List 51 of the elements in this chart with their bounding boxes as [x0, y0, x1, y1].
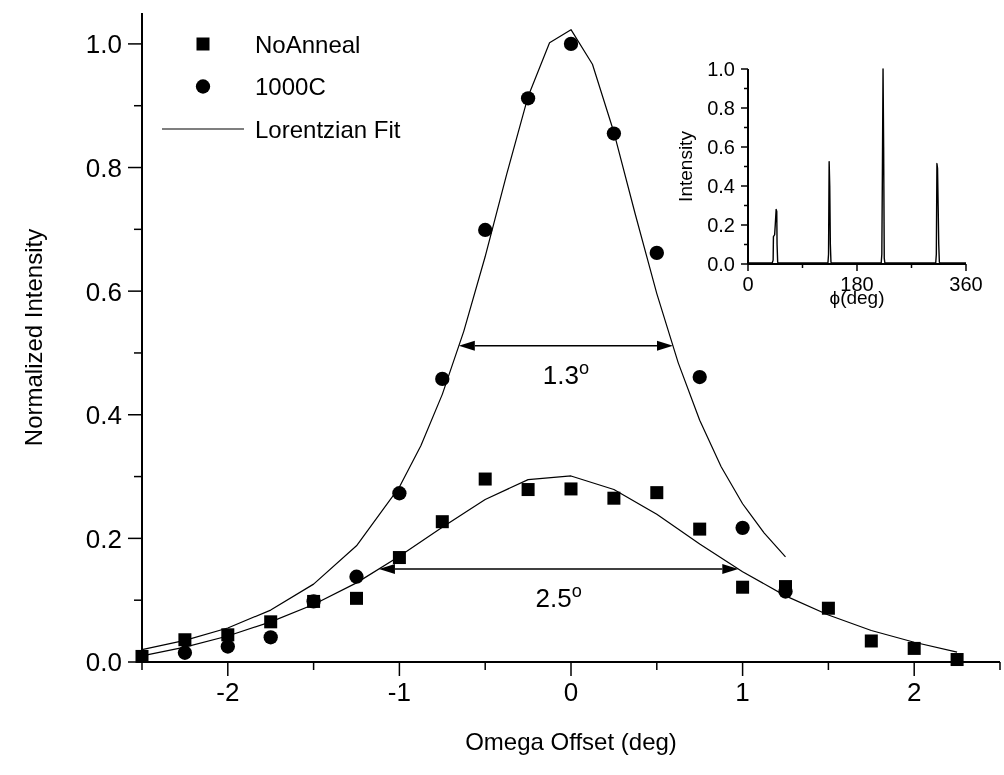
- y-tick-label: 0.2: [707, 214, 735, 237]
- y-tick-label: 0.4: [707, 175, 735, 198]
- legend-label: 1000C: [255, 73, 326, 101]
- point: [692, 369, 707, 385]
- x-tick-label: 0: [742, 273, 754, 295]
- y-axis-title: Intensity: [675, 130, 696, 202]
- y-axis-title: Normalized Intensity: [20, 228, 47, 447]
- annotation: 1.3$^{o}$: [542, 357, 590, 390]
- y-tick-label: 0.4: [85, 400, 122, 431]
- point: [135, 649, 149, 663]
- point: [907, 641, 921, 655]
- point: [521, 483, 535, 497]
- y-tick-label: 0.8: [707, 97, 735, 120]
- point: [950, 653, 964, 667]
- point: [263, 630, 278, 645]
- point: [564, 482, 578, 496]
- point: [478, 472, 492, 486]
- x-axis-title: Omega Offset (deg): [465, 728, 677, 755]
- point: [821, 601, 835, 615]
- x-tick-label: 2: [906, 676, 922, 707]
- point: [563, 36, 579, 52]
- point: [177, 645, 193, 660]
- point: [350, 591, 363, 605]
- legend-label: Lorentzian Fit: [255, 115, 401, 143]
- y-tick-label: 0.8: [85, 152, 122, 183]
- point: [607, 491, 621, 505]
- legend-label: NoAnneal: [255, 30, 361, 58]
- x-tick-label: 1: [735, 676, 750, 707]
- x-tick-label: 0: [563, 676, 579, 707]
- point: [606, 126, 622, 141]
- annotation: 2.5$^{o}$: [535, 580, 582, 613]
- point: [864, 634, 878, 648]
- point: [736, 580, 750, 594]
- point: [735, 520, 750, 536]
- point: [435, 371, 450, 387]
- x-tick-label: -1: [387, 676, 411, 707]
- point: [478, 222, 493, 238]
- y-tick-label: 1.0: [85, 29, 122, 60]
- point: [650, 486, 664, 500]
- y-tick-label: 0.6: [85, 276, 122, 307]
- y-tick-label: 1.0: [707, 58, 735, 81]
- y-tick-label: 0.0: [707, 253, 735, 276]
- y-tick-label: 0.0: [85, 647, 122, 678]
- x-tick-label: 360: [949, 273, 983, 295]
- point: [693, 522, 707, 536]
- point: [435, 515, 449, 529]
- y-tick-label: 0.6: [707, 136, 735, 159]
- point: [220, 639, 235, 654]
- y-tick-label: 0.2: [85, 523, 122, 554]
- x-tick-label: -2: [216, 676, 240, 707]
- point: [649, 245, 664, 260]
